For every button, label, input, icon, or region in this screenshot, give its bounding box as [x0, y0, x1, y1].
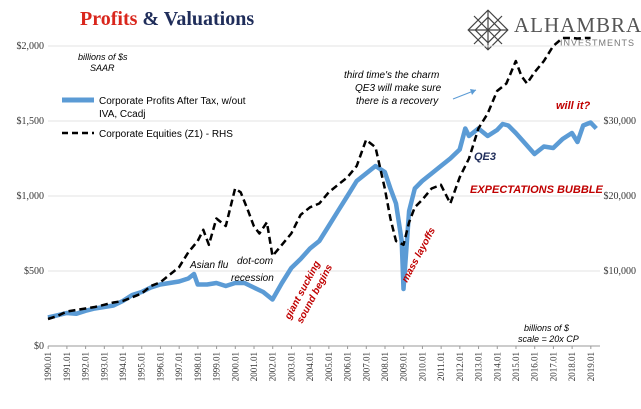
logo-subtitle: INVESTMENTS: [560, 38, 636, 48]
right-tick-label: $30,000: [604, 116, 637, 127]
series-line-profits: [47, 120, 598, 320]
x-tick-label: 2004.01: [305, 352, 315, 381]
right-axis-ticks: $10,000 $20,000 $30,000: [604, 116, 637, 277]
series-lines: [47, 36, 598, 321]
x-tick-label: 2009.01: [399, 352, 409, 381]
x-tick-label: 2008.01: [380, 352, 390, 381]
alhambra-logo-icon: [467, 9, 509, 51]
x-tick-label: 1994.01: [118, 352, 128, 381]
annotation-third-time: third time's the charm: [344, 70, 439, 81]
x-tick-label: 1998.01: [193, 352, 203, 381]
x-tick-label: 2007.01: [361, 352, 371, 381]
annotation-qe3: QE3: [474, 151, 496, 163]
x-tick-label: 1991.01: [62, 352, 72, 381]
x-tick-label: 2005.01: [324, 352, 334, 381]
left-axis-unit-line1: billions of $s: [78, 52, 128, 62]
chart-title: Profits & Valuations: [80, 8, 254, 31]
annotation-arrowhead-icon: [470, 89, 476, 95]
left-tick-label: $1,000: [17, 191, 45, 202]
right-tick-label: $20,000: [604, 191, 637, 202]
x-tick-label: 2019.01: [586, 352, 596, 381]
x-tick-label: 1992.01: [81, 352, 91, 381]
series-line-equities: [47, 36, 591, 321]
annotation-recession: recession: [231, 273, 274, 284]
x-tick-label: 2016.01: [530, 352, 540, 381]
x-tick-label: 2012.01: [455, 352, 465, 381]
title-profits: Profits: [80, 8, 138, 30]
logo-name: ALHAMBRA: [514, 13, 641, 37]
x-tick-label: 2011.01: [436, 352, 446, 381]
x-tick-label: 2018.01: [567, 352, 577, 381]
title-valuations: Valuations: [163, 8, 255, 30]
x-tick-label: 1999.01: [212, 352, 222, 381]
x-tick-label: 2002.01: [268, 352, 278, 381]
left-axis-unit-line2: SAAR: [90, 63, 115, 73]
x-tick-label: 2001.01: [249, 352, 259, 381]
left-tick-label: $2,000: [17, 41, 45, 52]
annotation-expectations-bubble: EXPECTATIONS BUBBLE: [470, 184, 603, 196]
x-tick-label: 1990.01: [43, 352, 53, 381]
annotation-recovery: there is a recovery: [356, 96, 439, 107]
legend-label-equities: Corporate Equities (Z1) - RHS: [99, 129, 233, 140]
left-tick-label: $1,500: [17, 116, 45, 127]
x-tick-label: 1997.01: [174, 352, 184, 381]
x-tick-label: 1995.01: [137, 352, 147, 381]
x-tick-label: 1993.01: [99, 352, 109, 381]
legend: Corporate Profits After Tax, w/out IVA, …: [62, 96, 246, 140]
x-tick-label: 2003.01: [286, 352, 296, 381]
x-tick-label: 2006.01: [343, 352, 353, 381]
legend-label-profits-1: Corporate Profits After Tax, w/out: [99, 96, 246, 107]
x-tick-label: 2013.01: [474, 352, 484, 381]
x-tick-label: 1996.01: [155, 352, 165, 381]
x-axis-ticks: 1990.01 1991.01 1992.01 1993.01 1994.01 1995.…: [43, 346, 596, 381]
annotation-asian-flu: Asian flu: [189, 260, 229, 271]
x-tick-label: 2014.01: [492, 352, 502, 381]
title-amp: &: [137, 8, 164, 30]
left-axis-ticks: $0 $500 $1,000 $1,500 $2,000: [17, 41, 45, 352]
right-tick-label: $10,000: [604, 266, 637, 277]
legend-label-profits-2: IVA, Ccadj: [99, 109, 146, 120]
right-axis-unit-line2: scale = 20x CP: [518, 334, 579, 344]
annotation-dotcom: dot-com: [237, 256, 273, 267]
left-tick-label: $500: [24, 266, 44, 277]
annotation-qe3-will: QE3 will make sure: [355, 83, 442, 94]
left-tick-label: $0: [34, 341, 44, 352]
x-tick-label: 2015.01: [511, 352, 521, 381]
x-tick-label: 2000.01: [230, 352, 240, 381]
right-axis-unit-line1: billions of $: [524, 323, 570, 333]
x-tick-label: 2017.01: [548, 352, 558, 381]
x-tick-label: 2010.01: [417, 352, 427, 381]
annotation-will-it: will it?: [556, 100, 591, 112]
